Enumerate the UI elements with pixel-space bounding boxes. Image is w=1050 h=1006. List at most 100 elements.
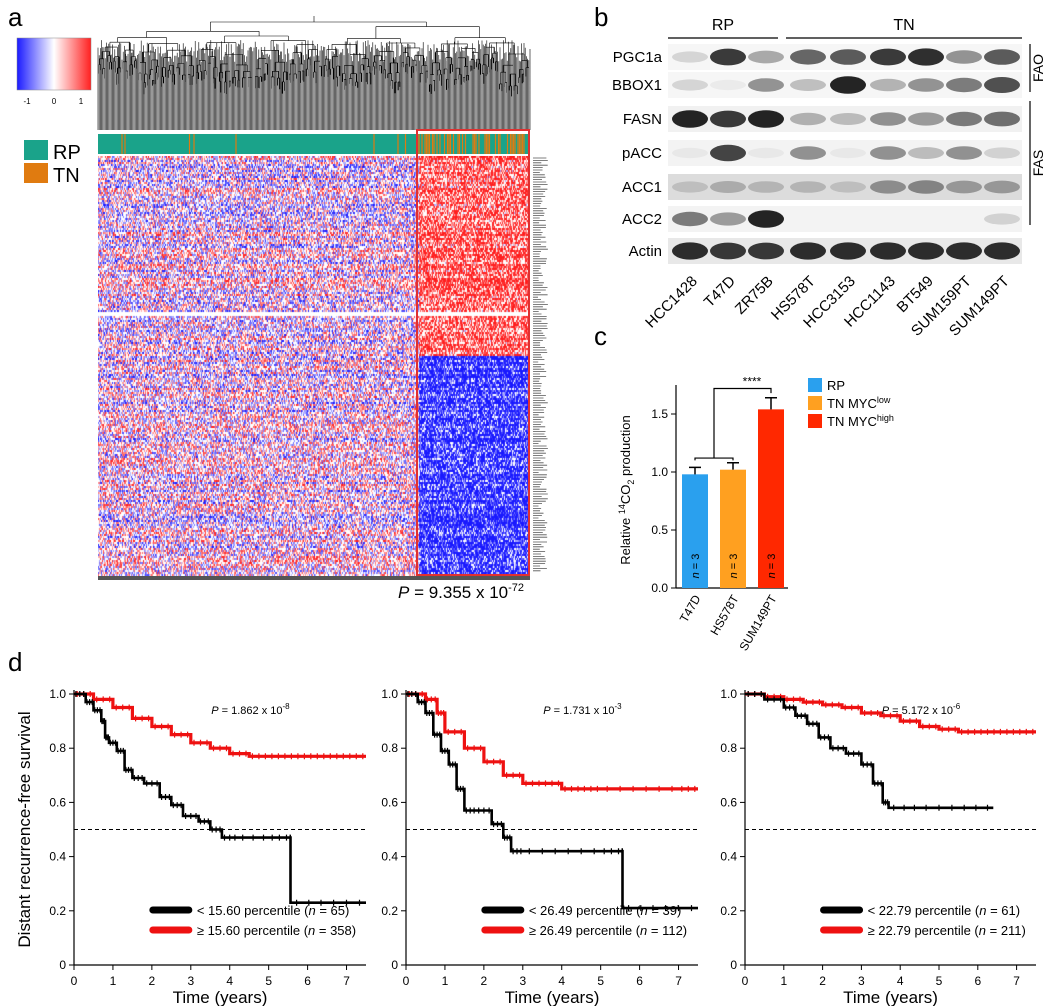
km-y-tick-label: 0.2 <box>49 904 66 918</box>
km-p-value: P = 1.862 x 10-8 <box>211 702 290 717</box>
blot-band <box>790 49 826 65</box>
c-bar-n-label: n = 3 <box>728 554 740 579</box>
km-x-tick-label: 6 <box>974 974 981 988</box>
blot-band <box>710 79 746 91</box>
km-curve <box>74 692 366 904</box>
heatmap-cells <box>98 156 530 576</box>
blot-band <box>710 48 746 66</box>
c-y-tick-label: 1.5 <box>651 407 668 421</box>
blot-band <box>672 211 708 227</box>
panel-label-b: b <box>594 2 608 32</box>
km-y-tick-label: 0.8 <box>49 741 66 755</box>
c-y-tick-label: 1.0 <box>651 465 668 479</box>
km-x-tick-label: 4 <box>226 974 233 988</box>
panel-label-a: a <box>8 2 23 32</box>
km-y-tick-label: 0.8 <box>381 741 398 755</box>
blot-band <box>984 147 1020 159</box>
c-y-axis-title: Relative 14CO2 production <box>617 415 636 564</box>
blot-row-label: ACC1 <box>622 179 662 196</box>
km-y-tick-label: 0.4 <box>720 850 737 864</box>
km-legend-label: < 15.60 percentile (n = 65) <box>197 903 350 918</box>
blot-band <box>908 78 944 92</box>
blot-band <box>908 147 944 159</box>
blot-lane-label: HCC1428 <box>642 273 701 332</box>
blot-band <box>790 79 826 91</box>
km-x-tick-label: 0 <box>403 974 410 988</box>
km-censor-ticks <box>747 691 1034 735</box>
blot-band <box>870 180 906 194</box>
km-legend-label: ≥ 26.49 percentile (n = 112) <box>529 923 687 938</box>
scale-tick-mid: 0 <box>52 97 57 106</box>
legend-swatch-rp <box>24 140 48 160</box>
km-legend-label: ≥ 15.60 percentile (n = 358) <box>197 923 356 938</box>
km-x-tick-label: 2 <box>481 974 488 988</box>
km-x-tick-label: 2 <box>819 974 826 988</box>
survival-plot-3: 0 0.2 0.4 0.6 0.8 1.0 0 1 2 3 4 5 6 7 Time (years) P = … <box>720 687 1036 1006</box>
c-bar-t47d <box>682 474 708 588</box>
group-label-tn: TN <box>893 17 914 34</box>
blot-row-label: Actin <box>629 243 662 260</box>
km-y-tick-label: 0.2 <box>381 904 398 918</box>
blot-band <box>748 147 784 159</box>
km-curve <box>74 692 366 758</box>
legend-label-tn: TN <box>53 165 80 187</box>
group-label-rp: RP <box>712 17 734 34</box>
c-bar-n-label: n = 3 <box>766 554 778 579</box>
km-x-axis-title: Time (years) <box>843 988 938 1006</box>
km-x-axis-title: Time (years) <box>505 988 600 1006</box>
km-x-tick-label: 6 <box>636 974 643 988</box>
km-y-tick-label: 0.4 <box>381 850 398 864</box>
blot-band <box>830 242 866 260</box>
survival-plot-2: 0 0.2 0.4 0.6 0.8 1.0 0 1 2 3 4 5 6 7 Time (years) P = … <box>381 687 698 1006</box>
c-bar-n-label: n = 3 <box>690 554 702 579</box>
km-p-value: P = 1.731 x 10-3 <box>543 702 622 717</box>
km-x-tick-label: 1 <box>780 974 787 988</box>
c-y-tick-label: 0.5 <box>651 523 668 537</box>
km-x-tick-label: 5 <box>597 974 604 988</box>
km-y-tick-label: 0.4 <box>49 850 66 864</box>
km-x-tick-label: 1 <box>442 974 449 988</box>
blot-band <box>672 181 708 193</box>
km-x-tick-label: 2 <box>149 974 156 988</box>
km-y-tick-label: 0.6 <box>381 795 398 809</box>
c-y-tick-label: 0.0 <box>651 581 668 595</box>
c-legend-label: TN MYChigh <box>827 413 894 429</box>
c-legend-swatch <box>808 396 822 410</box>
km-x-tick-label: 6 <box>304 974 311 988</box>
km-x-tick-label: 4 <box>897 974 904 988</box>
blot-row-label: PGC1a <box>613 49 663 66</box>
c-legend-label: TN MYClow <box>827 395 891 411</box>
blot-strip <box>668 174 1022 200</box>
blot-band <box>984 77 1020 93</box>
legend-label-rp: RP <box>53 142 81 164</box>
blot-band <box>984 213 1020 225</box>
c-category-label: SUM149PT <box>736 592 779 653</box>
km-curve <box>406 692 698 910</box>
annotation-bar <box>98 134 530 154</box>
km-p-value: P = 5.172 x 10-6 <box>882 702 961 717</box>
blot-band <box>672 242 708 260</box>
blot-brackets: FAO FAS <box>1029 44 1046 225</box>
blot-band <box>790 181 826 193</box>
km-y-tick-label: 0.6 <box>49 795 66 809</box>
blot-band <box>748 242 784 260</box>
dendrogram-branches <box>97 16 531 130</box>
c-legend-swatch <box>808 378 822 392</box>
c-category-label: T47D <box>677 592 704 625</box>
km-legend-label: < 22.79 percentile (n = 61) <box>868 903 1021 918</box>
blot-band <box>748 210 784 228</box>
km-legend-label: ≥ 22.79 percentile (n = 211) <box>868 923 1026 938</box>
km-y-tick-label: 0.8 <box>720 741 737 755</box>
km-censor-ticks <box>407 691 693 912</box>
km-x-tick-label: 3 <box>519 974 526 988</box>
blot-band <box>790 146 826 160</box>
km-y-tick-label: 0 <box>59 958 66 972</box>
group-legend: RP TN <box>24 140 81 187</box>
co2-bar-chart: 0.0 0.5 1.0 1.5 Relative 14CO2 production n =… <box>617 374 894 653</box>
blot-band <box>672 51 708 63</box>
blot-band <box>946 146 982 160</box>
blot-band <box>870 112 906 126</box>
blot-band <box>870 48 906 66</box>
km-censor-ticks <box>75 691 361 906</box>
annotation-bar-tn <box>121 134 530 154</box>
